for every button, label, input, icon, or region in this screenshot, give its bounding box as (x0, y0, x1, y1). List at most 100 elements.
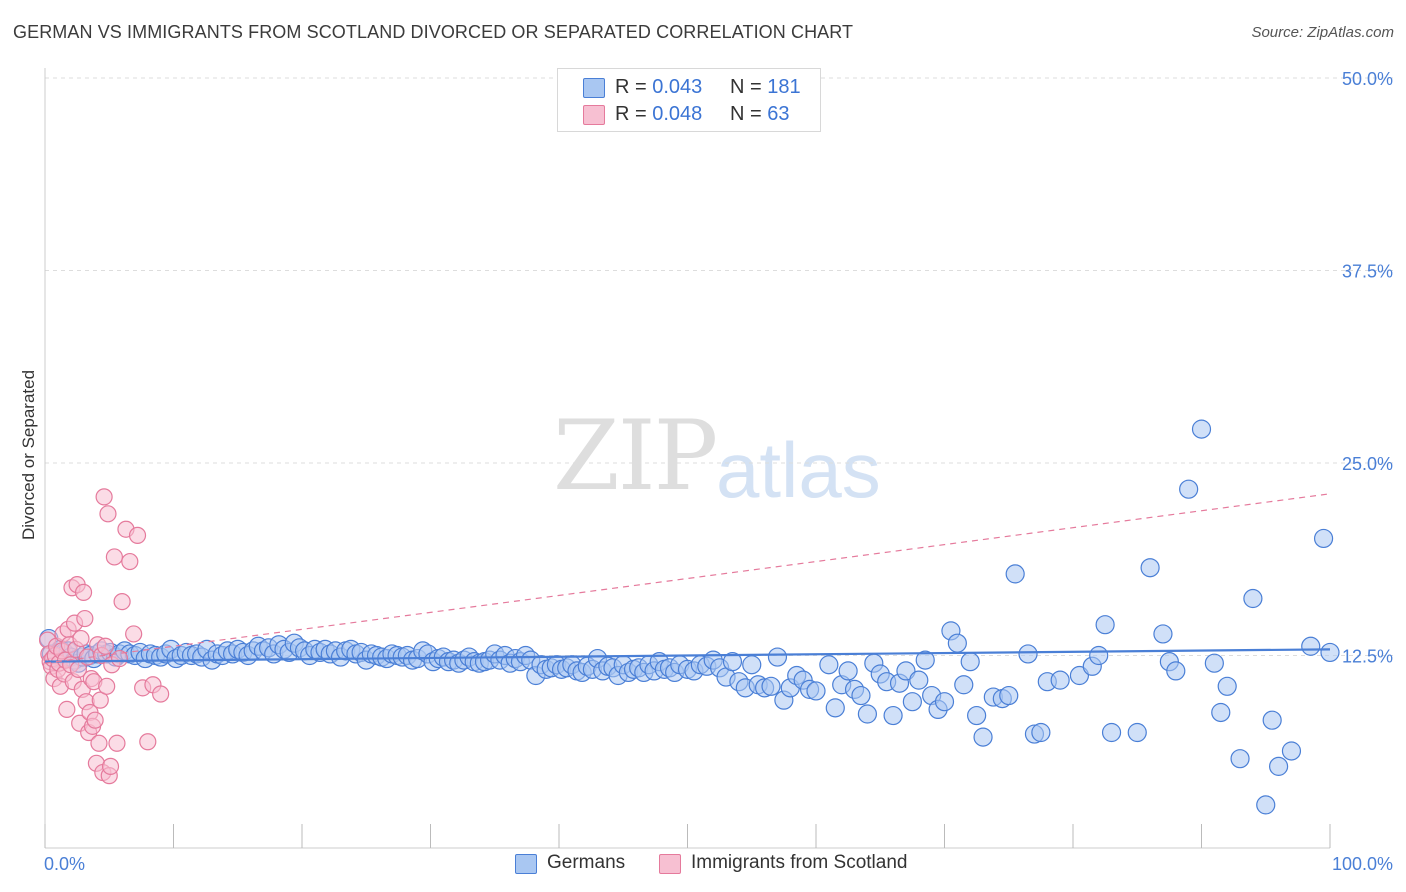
data-point-germans (1313, 528, 1334, 549)
watermark-zip: ZIP (553, 400, 718, 512)
legend-r-value: 0.043 (652, 76, 703, 98)
data-point-germans (825, 698, 845, 718)
data-point-germans (1153, 624, 1173, 644)
stats-legend: R = 0.043 N = 181 R = 0.048 N = 63 (557, 68, 821, 132)
scotland-label: Immigrants from Scotland (691, 852, 908, 873)
data-point-scotland (76, 609, 94, 628)
legend-row-germans: R = 0.043 N = 181 (558, 74, 820, 101)
data-point-scotland (125, 625, 143, 643)
chart-title: GERMAN VS IMMIGRANTS FROM SCOTLAND DIVOR… (13, 22, 854, 42)
data-point-germans (1018, 644, 1038, 664)
data-point-scotland (74, 583, 93, 601)
data-point-scotland (96, 637, 114, 655)
data-point-germans (1101, 722, 1122, 743)
data-point-germans (967, 705, 987, 726)
data-point-scotland (95, 488, 113, 506)
data-point-germans (909, 670, 929, 690)
data-point-scotland (121, 552, 139, 571)
data-point-germans (973, 727, 993, 747)
data-point-scotland (113, 592, 131, 611)
data-point-scotland (99, 505, 117, 523)
data-point-scotland (108, 734, 126, 752)
data-point-germans (1166, 661, 1186, 681)
data-point-germans (1268, 756, 1289, 776)
legend-swatch-blue (583, 78, 605, 98)
trend-line-scotland (44, 493, 1331, 664)
data-point-germans (902, 692, 922, 712)
data-point-scotland (152, 685, 170, 703)
data-point-germans (1095, 615, 1115, 635)
data-point-germans (1031, 722, 1051, 743)
legend-r-value: 0.048 (652, 103, 703, 125)
legend-n-value: 63 (767, 103, 790, 125)
data-point-scotland (98, 677, 116, 695)
data-point-germans (1217, 676, 1237, 696)
legend-r-label: R = (615, 76, 653, 98)
x-tick-label-right: 100.0% (1332, 854, 1393, 874)
data-point-germans (857, 704, 878, 724)
data-point-germans (1089, 645, 1109, 666)
data-point-germans (806, 681, 826, 701)
data-point-germans (934, 692, 955, 712)
series-scotland (38, 488, 170, 785)
data-point-germans (722, 652, 743, 672)
data-point-germans (1256, 795, 1276, 815)
data-point-germans (1179, 479, 1199, 499)
data-point-germans (1243, 588, 1263, 609)
data-point-germans (1127, 722, 1147, 743)
data-point-germans (1230, 749, 1250, 769)
data-point-germans (915, 650, 935, 670)
data-point-germans (819, 655, 839, 675)
data-point-germans (1320, 642, 1340, 663)
data-point-germans (838, 661, 858, 681)
data-point-germans (1069, 665, 1090, 686)
y-axis-label: Divorced or Separated (19, 370, 38, 540)
data-point-germans (851, 685, 871, 706)
data-point-germans (1301, 636, 1321, 656)
data-point-scotland (86, 711, 104, 729)
data-point-germans (954, 675, 974, 695)
data-point-scotland (90, 734, 108, 752)
data-point-germans (1211, 702, 1231, 723)
data-point-scotland (91, 691, 109, 709)
germans-swatch (515, 854, 537, 874)
x-tick-label-left: 0.0% (44, 854, 85, 874)
legend-n-label: N = (730, 103, 768, 125)
trend-lines (44, 493, 1331, 664)
y-tick-label: 37.5% (1342, 262, 1393, 282)
y-tick-label: 50.0% (1342, 69, 1393, 89)
legend-r-label: R = (615, 103, 653, 125)
data-point-germans (767, 647, 788, 667)
legend-row-scotland: R = 0.048 N = 63 (558, 101, 820, 128)
watermark-atlas: atlas (716, 426, 881, 514)
data-point-scotland (58, 700, 76, 719)
axes (44, 68, 1331, 849)
data-point-germans (1191, 419, 1212, 439)
data-point-germans (1262, 710, 1282, 730)
data-point-scotland (110, 649, 129, 668)
data-point-germans (1005, 564, 1025, 584)
germans-label: Germans (547, 852, 626, 873)
data-point-germans (761, 676, 781, 696)
tick-labels: 12.5% 25.0% 37.5% 50.0% 0.0% 100.0% (44, 69, 1393, 874)
series-germans (39, 419, 1340, 815)
legend-n-label: N = (730, 76, 768, 98)
data-point-scotland (72, 629, 90, 648)
scotland-swatch (659, 854, 681, 874)
data-point-germans (896, 661, 916, 681)
y-tick-label: 25.0% (1342, 454, 1393, 474)
data-point-germans (947, 633, 967, 653)
data-point-germans (883, 705, 903, 726)
legend-n-value: 181 (767, 76, 801, 98)
data-point-germans (1050, 670, 1070, 690)
y-tick-label: 12.5% (1342, 647, 1393, 667)
legend-swatch-pink (583, 105, 605, 125)
data-point-scotland (139, 733, 157, 751)
data-point-germans (1281, 741, 1302, 761)
gridlines (45, 77, 1395, 656)
data-points (38, 419, 1340, 815)
data-point-scotland (101, 757, 120, 775)
data-point-germans (1140, 558, 1160, 578)
data-point-germans (999, 685, 1019, 706)
data-point-scotland (105, 548, 123, 566)
